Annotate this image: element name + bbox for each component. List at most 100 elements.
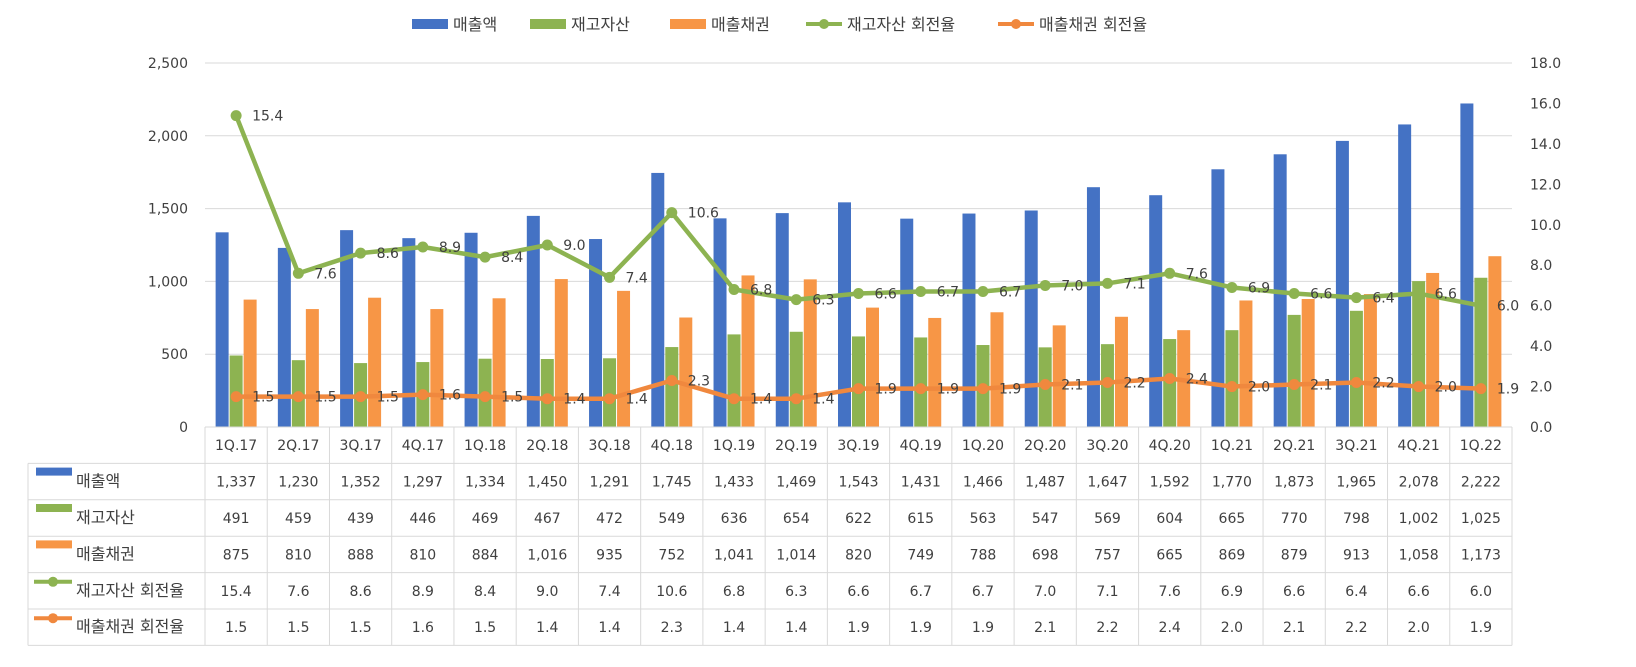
bar bbox=[990, 312, 1003, 427]
data-point bbox=[417, 242, 428, 253]
data-point bbox=[293, 391, 304, 402]
data-point bbox=[1226, 381, 1237, 392]
table-cell: 1,466 bbox=[963, 475, 1003, 491]
bar bbox=[1288, 315, 1301, 427]
table-cell: 665 bbox=[1219, 511, 1246, 527]
table-cell: 615 bbox=[907, 511, 934, 527]
bar bbox=[866, 308, 879, 427]
table-legend-key bbox=[36, 468, 72, 476]
table-cell: 6.9 bbox=[1221, 584, 1243, 600]
table-cell: 2.1 bbox=[1283, 620, 1305, 636]
x-tick-label: 3Q.18 bbox=[588, 438, 630, 454]
bar bbox=[402, 238, 415, 427]
data-label: 6.7 bbox=[999, 285, 1021, 301]
table-cell: 6.4 bbox=[1345, 584, 1367, 600]
table-cell: 1,058 bbox=[1399, 547, 1439, 563]
data-label: 1.9 bbox=[937, 382, 959, 398]
data-point bbox=[542, 393, 553, 404]
data-label: 8.9 bbox=[439, 240, 461, 256]
table-cell: 2.2 bbox=[1345, 620, 1367, 636]
table-legend-key bbox=[48, 577, 58, 587]
legend-key bbox=[1011, 19, 1021, 29]
table-cell: 1,291 bbox=[590, 475, 630, 491]
x-tick-label: 1Q.18 bbox=[464, 438, 506, 454]
table-cell: 472 bbox=[596, 511, 623, 527]
data-point bbox=[1040, 280, 1051, 291]
table-cell: 1,431 bbox=[901, 475, 941, 491]
table-cell: 1,230 bbox=[278, 475, 318, 491]
data-label: 6.8 bbox=[750, 282, 772, 298]
table-cell: 1.5 bbox=[225, 620, 247, 636]
data-label: 2.3 bbox=[688, 373, 710, 389]
data-point bbox=[1475, 300, 1486, 311]
table-cell: 6.8 bbox=[723, 584, 745, 600]
table-legend-key bbox=[48, 613, 58, 623]
table-cell: 6.3 bbox=[785, 584, 807, 600]
table-cell: 6.7 bbox=[972, 584, 994, 600]
data-label: 1.5 bbox=[314, 390, 336, 406]
data-label: 1.4 bbox=[563, 392, 585, 408]
data-label: 7.1 bbox=[1123, 276, 1145, 292]
table-cell: 1.4 bbox=[598, 620, 620, 636]
bar bbox=[1488, 256, 1501, 427]
legend-label: 매출채권 bbox=[711, 15, 770, 34]
data-point bbox=[1164, 373, 1175, 384]
bar bbox=[728, 334, 741, 427]
table-cell: 2.4 bbox=[1159, 620, 1181, 636]
x-tick-label: 1Q.19 bbox=[713, 438, 755, 454]
x-tick-label: 2Q.17 bbox=[277, 438, 319, 454]
x-tick-label: 2Q.18 bbox=[526, 438, 568, 454]
table-cell: 459 bbox=[285, 511, 312, 527]
x-tick-label: 4Q.19 bbox=[900, 438, 942, 454]
table-cell: 8.6 bbox=[349, 584, 371, 600]
y-right-tick-label: 2.0 bbox=[1530, 380, 1552, 396]
y-left-tick-label: 2,000 bbox=[148, 129, 188, 145]
table-cell: 7.6 bbox=[1159, 584, 1181, 600]
data-point bbox=[231, 391, 242, 402]
data-label: 6.3 bbox=[812, 293, 834, 309]
bar bbox=[603, 358, 616, 427]
data-label: 1.6 bbox=[439, 388, 461, 404]
table-cell: 810 bbox=[285, 547, 312, 563]
table-cell: 913 bbox=[1343, 547, 1370, 563]
y-left-tick-label: 2,500 bbox=[148, 56, 188, 72]
data-label: 1.5 bbox=[252, 390, 274, 406]
bar bbox=[1364, 294, 1377, 427]
bar bbox=[216, 232, 229, 427]
table-cell: 1.9 bbox=[1470, 620, 1492, 636]
table-cell: 698 bbox=[1032, 547, 1059, 563]
table-cell: 7.4 bbox=[598, 584, 620, 600]
data-point bbox=[729, 284, 740, 295]
x-tick-label: 1Q.17 bbox=[215, 438, 257, 454]
data-label: 6.0 bbox=[1497, 299, 1519, 315]
table-cell: 1.4 bbox=[785, 620, 807, 636]
table-cell: 1,433 bbox=[714, 475, 754, 491]
table-cell: 636 bbox=[721, 511, 748, 527]
table-cell: 491 bbox=[223, 511, 250, 527]
table-cell: 875 bbox=[223, 547, 250, 563]
x-tick-label: 3Q.17 bbox=[339, 438, 381, 454]
data-label: 7.6 bbox=[314, 266, 336, 282]
bar bbox=[776, 213, 789, 427]
data-label: 1.4 bbox=[750, 392, 772, 408]
data-point bbox=[1413, 288, 1424, 299]
data-label: 8.6 bbox=[377, 246, 399, 262]
bar bbox=[1460, 103, 1473, 427]
data-point bbox=[1040, 379, 1051, 390]
data-label: 6.4 bbox=[1372, 291, 1394, 307]
gridlines bbox=[205, 63, 1512, 354]
y-right-tick-label: 6.0 bbox=[1530, 299, 1552, 315]
bar bbox=[665, 347, 678, 427]
table-cell: 6.6 bbox=[1408, 584, 1430, 600]
bar bbox=[1239, 300, 1252, 427]
x-tick-label: 1Q.22 bbox=[1460, 438, 1502, 454]
bar bbox=[900, 219, 913, 427]
table-row-label: 재고자산 bbox=[76, 508, 135, 527]
data-label: 1.5 bbox=[501, 390, 523, 406]
y-left-tick-label: 0 bbox=[179, 420, 188, 436]
x-tick-label: 2Q.20 bbox=[1024, 438, 1066, 454]
table-cell: 1,016 bbox=[527, 547, 567, 563]
data-label: 8.4 bbox=[501, 250, 523, 266]
data-point bbox=[1289, 288, 1300, 299]
table-cell: 2,078 bbox=[1399, 475, 1439, 491]
